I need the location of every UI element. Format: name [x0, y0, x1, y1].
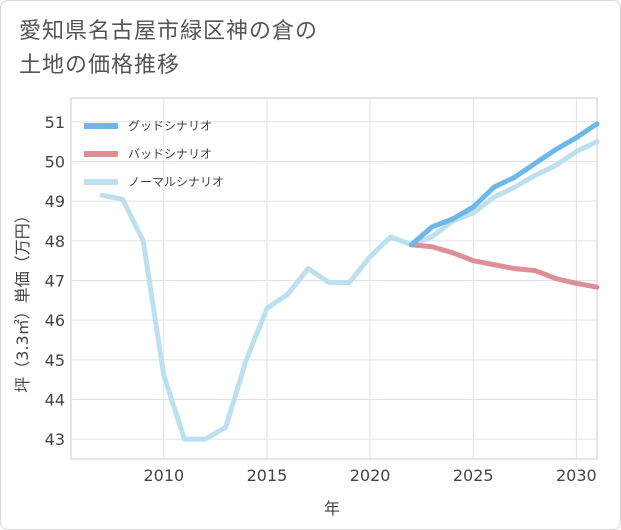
chart-title-line1: 愛知県名古屋市緑区神の倉の	[19, 19, 319, 44]
x-tick-label: 2010	[143, 466, 184, 485]
chart-title: 愛知県名古屋市緑区神の倉の 土地の価格推移	[19, 15, 479, 83]
y-tick-label: 50	[45, 152, 65, 171]
legend-label: グッドシナリオ	[128, 119, 212, 133]
x-tick-label: 2015	[247, 466, 288, 485]
series-line-0	[408, 121, 600, 248]
y-tick-label: 49	[45, 192, 65, 211]
series-lines	[99, 121, 600, 442]
y-axis-ticks: 43 44 45 46 47 48 49 50 51	[45, 113, 65, 449]
y-tick-label: 48	[45, 232, 65, 251]
x-axis-label: 年	[324, 499, 340, 518]
chart-title-line2: 土地の価格推移	[19, 53, 181, 78]
x-tick-label: 2020	[350, 466, 391, 485]
series-line-1	[408, 242, 600, 290]
legend-label: バッドシナリオ	[128, 147, 212, 161]
y-tick-label: 44	[45, 390, 65, 409]
series-line-2	[99, 139, 600, 442]
grid-lines	[71, 98, 597, 459]
y-tick-label: 46	[45, 311, 65, 330]
y-tick-label: 51	[45, 113, 65, 132]
x-axis-ticks: 2010 2015 2020 2025 2030	[143, 466, 596, 485]
y-axis-label: 坪（3.3㎡）単価（万円）	[13, 207, 32, 392]
plot-area	[70, 97, 598, 460]
legend-label: ノーマルシナリオ	[128, 175, 224, 189]
y-tick-label: 43	[45, 430, 65, 449]
x-tick-label: 2030	[556, 466, 597, 485]
y-tick-label: 47	[45, 271, 65, 290]
x-tick-label: 2025	[453, 466, 494, 485]
y-tick-label: 45	[45, 351, 65, 370]
